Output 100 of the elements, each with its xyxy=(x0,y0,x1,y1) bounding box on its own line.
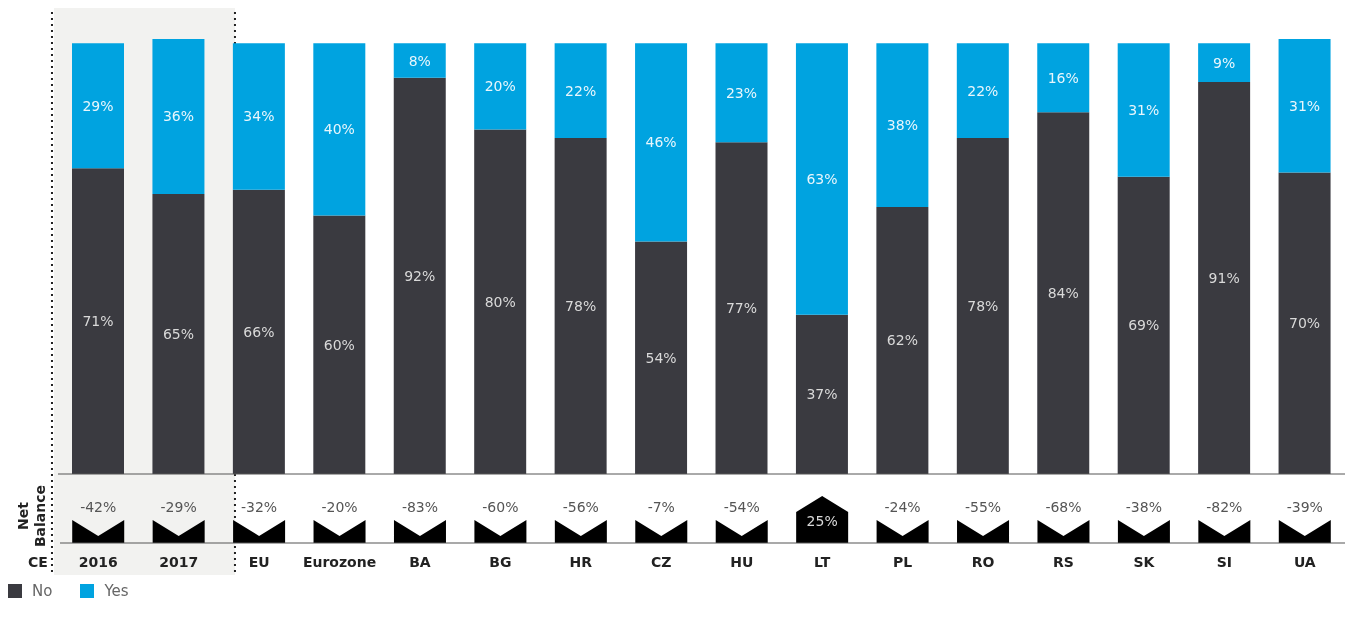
data-label: 23% xyxy=(725,84,758,101)
data-label: 20% xyxy=(484,78,516,95)
bar xyxy=(795,314,848,474)
data-label: 77% xyxy=(725,300,758,317)
bar xyxy=(795,43,848,315)
text: -60% xyxy=(482,499,519,515)
bar xyxy=(715,43,768,143)
bar xyxy=(876,206,929,474)
data-label: 31% xyxy=(1128,102,1160,119)
x-tick-label: UA xyxy=(1293,554,1316,570)
text: -38% xyxy=(1125,499,1162,515)
x-tick-label: HR xyxy=(569,554,593,570)
bar xyxy=(232,43,285,190)
data-label: 69% xyxy=(1128,317,1160,334)
x-tick-label: LT xyxy=(814,554,831,570)
text: -68% xyxy=(1045,499,1082,515)
x-tick-label: 2017 xyxy=(159,554,199,570)
bar xyxy=(232,189,285,474)
bar xyxy=(554,43,607,139)
data-label: 62% xyxy=(886,332,918,349)
legend-label: No xyxy=(32,582,53,600)
x-tick-label: SI xyxy=(1216,554,1232,570)
bar xyxy=(956,43,1009,139)
data-label: 63% xyxy=(806,170,838,187)
text: -82% xyxy=(1206,499,1243,515)
data-label: 22% xyxy=(967,82,999,99)
text: -83% xyxy=(401,499,439,515)
x-tick-label: HU xyxy=(730,554,754,570)
data-label: 9% xyxy=(1213,54,1236,71)
data-label: 92% xyxy=(404,267,436,284)
bar xyxy=(72,168,124,474)
data-label: 22% xyxy=(565,82,597,99)
bar xyxy=(956,138,1009,474)
text: CE xyxy=(28,554,48,570)
bar xyxy=(393,77,446,474)
text: -7% xyxy=(647,499,675,515)
data-label: 38% xyxy=(886,117,918,134)
data-label: 34% xyxy=(243,108,275,125)
data-label: 46% xyxy=(645,134,677,151)
x-tick-label: CZ xyxy=(651,554,672,570)
x-tick-label: BA xyxy=(409,554,431,570)
bar xyxy=(715,142,768,474)
text: -55% xyxy=(964,499,1002,515)
data-label: 65% xyxy=(162,325,194,342)
data-label: 66% xyxy=(243,323,275,340)
bar xyxy=(1198,82,1251,474)
text: -42% xyxy=(80,499,117,515)
bar xyxy=(393,43,446,78)
data-label: 29% xyxy=(82,97,114,114)
bar xyxy=(635,43,688,242)
x-tick-label: BG xyxy=(489,554,512,570)
bar xyxy=(474,43,527,130)
text: -54% xyxy=(723,499,760,515)
data-label: 8% xyxy=(408,52,431,69)
data-label: 78% xyxy=(967,298,999,314)
bar xyxy=(1117,176,1170,474)
data-label: 31% xyxy=(1289,97,1321,114)
bar xyxy=(72,43,124,169)
data-label: 78% xyxy=(565,298,597,314)
bar xyxy=(152,194,205,474)
x-tick-label: RO xyxy=(971,554,995,570)
text: -24% xyxy=(884,499,921,515)
bar xyxy=(1198,43,1251,83)
data-label: 36% xyxy=(162,108,194,125)
legend-label: Yes xyxy=(104,582,129,600)
data-label: 16% xyxy=(1047,69,1079,86)
x-tick-label: Eurozone xyxy=(302,554,377,570)
data-label: 54% xyxy=(645,349,677,366)
text: 25% xyxy=(806,513,838,529)
data-label: 60% xyxy=(323,336,355,353)
data-label: 37% xyxy=(806,386,838,403)
bar xyxy=(876,43,929,207)
bar xyxy=(1278,172,1331,474)
x-tick-label: RS xyxy=(1053,554,1074,570)
data-label: 40% xyxy=(323,121,355,138)
bar xyxy=(474,129,527,474)
text: -20% xyxy=(321,499,358,515)
bar xyxy=(1037,112,1090,474)
bar xyxy=(1278,39,1331,173)
text: -32% xyxy=(241,499,278,515)
bar xyxy=(635,241,688,474)
x-tick-label: EU xyxy=(248,554,270,570)
x-tick-label: PL xyxy=(893,554,913,570)
bar xyxy=(554,138,607,474)
text: -56% xyxy=(562,499,599,515)
x-tick-label: 2016 xyxy=(78,554,118,570)
data-label: 70% xyxy=(1289,315,1321,332)
data-label: 71% xyxy=(82,313,114,330)
data-label: 84% xyxy=(1047,285,1079,302)
data-label: 91% xyxy=(1208,270,1240,286)
text: -29% xyxy=(160,499,197,515)
text: Net Balance xyxy=(15,484,48,548)
bar xyxy=(313,43,366,216)
bar xyxy=(1117,43,1170,177)
text: -39% xyxy=(1286,499,1323,515)
bar xyxy=(1037,43,1090,113)
data-label: 80% xyxy=(484,293,516,310)
bar xyxy=(313,215,366,474)
bar xyxy=(152,39,205,195)
x-tick-label: SK xyxy=(1133,554,1156,570)
